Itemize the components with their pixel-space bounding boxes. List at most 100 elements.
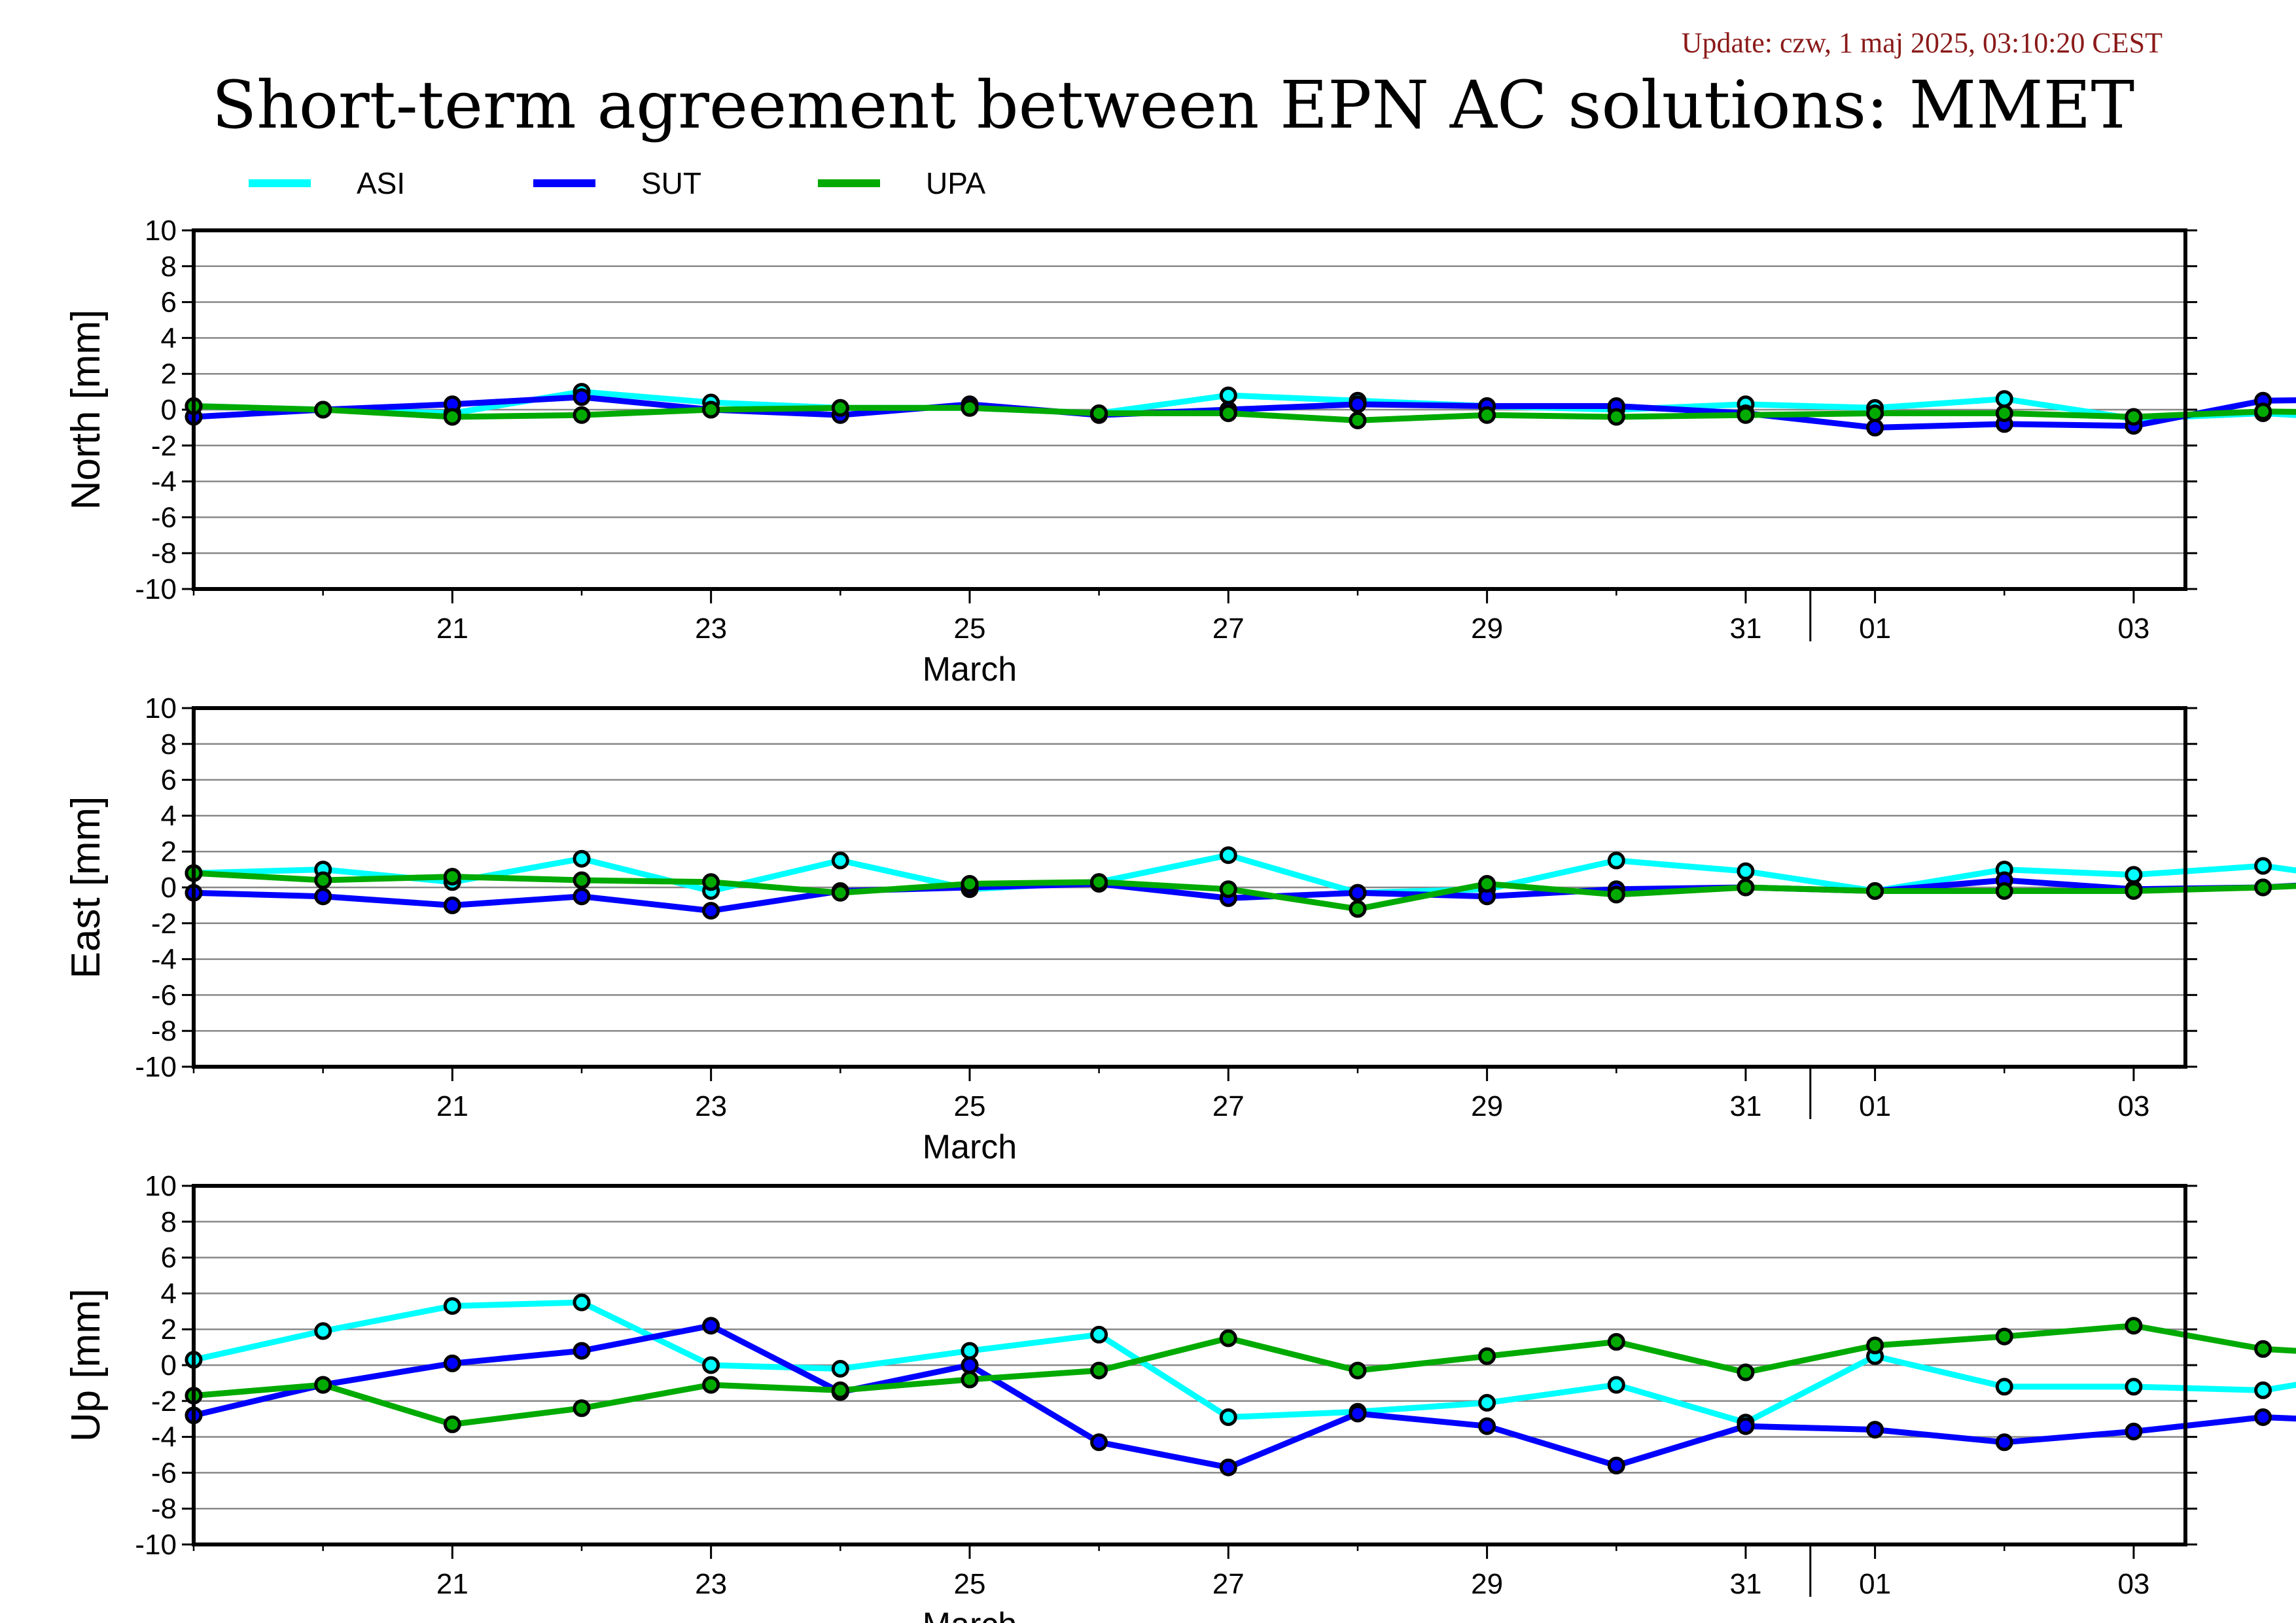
month-label: March [923, 651, 1017, 688]
legend-label-upa: UPA [926, 166, 985, 200]
xtick-label: 29 [1471, 1090, 1503, 1122]
ytick-label: 4 [161, 1277, 177, 1310]
point-upa [443, 868, 461, 886]
point-sut [1737, 1417, 1755, 1435]
point-upa [573, 406, 591, 424]
xtick-label: 03 [2117, 1090, 2149, 1122]
point-sut [573, 1342, 591, 1360]
point-asi [2254, 1381, 2272, 1399]
point-upa [831, 1381, 849, 1399]
xtick-label: 01 [1859, 613, 1891, 645]
point-asi [1607, 851, 1625, 870]
point-upa [1219, 1329, 1237, 1347]
point-upa [443, 1415, 461, 1433]
ytick-label: -10 [135, 573, 177, 605]
point-sut [702, 1317, 720, 1335]
point-upa [1478, 875, 1496, 893]
ytick-label: 0 [161, 1349, 177, 1382]
xtick-label: 27 [1212, 613, 1245, 645]
ytick-label: 8 [161, 1206, 177, 1238]
ytick-label: 10 [145, 692, 177, 724]
ytick-label: -6 [151, 501, 177, 533]
point-upa [702, 401, 720, 419]
ytick-label: -10 [135, 1051, 177, 1083]
point-sut [2125, 1422, 2143, 1440]
ytick-label: -4 [151, 466, 177, 498]
point-upa [1737, 1363, 1755, 1382]
xtick-label: 25 [953, 1090, 985, 1122]
point-upa [1737, 406, 1755, 424]
ytick-label: 2 [161, 358, 177, 390]
legend: ASI SUT UPA [249, 166, 985, 200]
ytick-label: -4 [151, 1421, 177, 1454]
xtick-label: 29 [1471, 613, 1503, 645]
xtick-label: 27 [1212, 1568, 1245, 1600]
point-asi [1219, 846, 1237, 865]
point-upa [1607, 1332, 1625, 1351]
ytick-label: -8 [151, 1015, 177, 1047]
point-sut [1349, 1404, 1367, 1423]
point-sut [573, 887, 591, 906]
point-upa [2254, 878, 2272, 897]
point-sut [443, 1354, 461, 1372]
ylabel: Up [mm] [63, 1289, 109, 1442]
point-upa [2125, 882, 2143, 900]
ytick-label: 6 [161, 764, 177, 796]
point-sut [1090, 1433, 1108, 1452]
point-upa [573, 871, 591, 889]
point-upa [443, 408, 461, 426]
ytick-label: -2 [151, 430, 177, 462]
xtick-label: 25 [953, 613, 985, 645]
point-asi [573, 849, 591, 868]
point-upa [314, 401, 332, 419]
point-sut [702, 902, 720, 920]
point-upa [1219, 880, 1237, 899]
point-upa [1866, 404, 1884, 422]
xtick-label: 21 [436, 1568, 468, 1600]
point-sut [443, 896, 461, 914]
xtick-label: 31 [1729, 1568, 1761, 1600]
point-upa [1737, 878, 1755, 897]
ytick-label: 4 [161, 322, 177, 354]
point-asi [2125, 866, 2143, 884]
ylabel: North [mm] [63, 310, 109, 510]
ytick-label: 0 [161, 394, 177, 426]
ytick-label: -10 [135, 1529, 177, 1561]
ytick-label: -2 [151, 1385, 177, 1418]
point-sut [1349, 883, 1367, 902]
panel-east: 1086420-2-4-6-8-102123252729310103050709… [63, 692, 2296, 1166]
xtick-label: 29 [1471, 1568, 1503, 1600]
point-upa [1478, 1347, 1496, 1365]
point-upa [1349, 1361, 1367, 1380]
xtick-label: 03 [2117, 1568, 2149, 1600]
xtick-label: 31 [1729, 1090, 1761, 1122]
point-upa [702, 1376, 720, 1394]
point-sut [961, 1356, 979, 1374]
ytick-label: 2 [161, 836, 177, 868]
point-upa [1607, 885, 1625, 904]
chart-title: Short-term agreement between EPN AC solu… [212, 67, 2134, 143]
ytick-label: 2 [161, 1313, 177, 1346]
point-upa [702, 873, 720, 891]
ytick-label: -8 [151, 1493, 177, 1525]
point-upa [2125, 1317, 2143, 1335]
point-upa [831, 883, 849, 902]
point-asi [1219, 1408, 1237, 1426]
point-asi [573, 1293, 591, 1311]
xtick-label: 23 [695, 613, 727, 645]
plot-frame [192, 706, 2187, 1069]
point-sut [1607, 1456, 1625, 1474]
plot-frame [192, 1184, 2187, 1546]
xtick-label: 25 [953, 1568, 985, 1600]
ytick-label: 10 [145, 1170, 177, 1202]
ytick-label: 8 [161, 728, 177, 760]
point-upa [1607, 408, 1625, 426]
point-upa [2254, 402, 2272, 421]
ytick-label: 6 [161, 287, 177, 319]
point-sut [1995, 1433, 2013, 1452]
point-upa [1090, 873, 1108, 891]
point-asi [314, 1322, 332, 1340]
plot-frame [192, 228, 2187, 591]
point-upa [961, 1370, 979, 1389]
